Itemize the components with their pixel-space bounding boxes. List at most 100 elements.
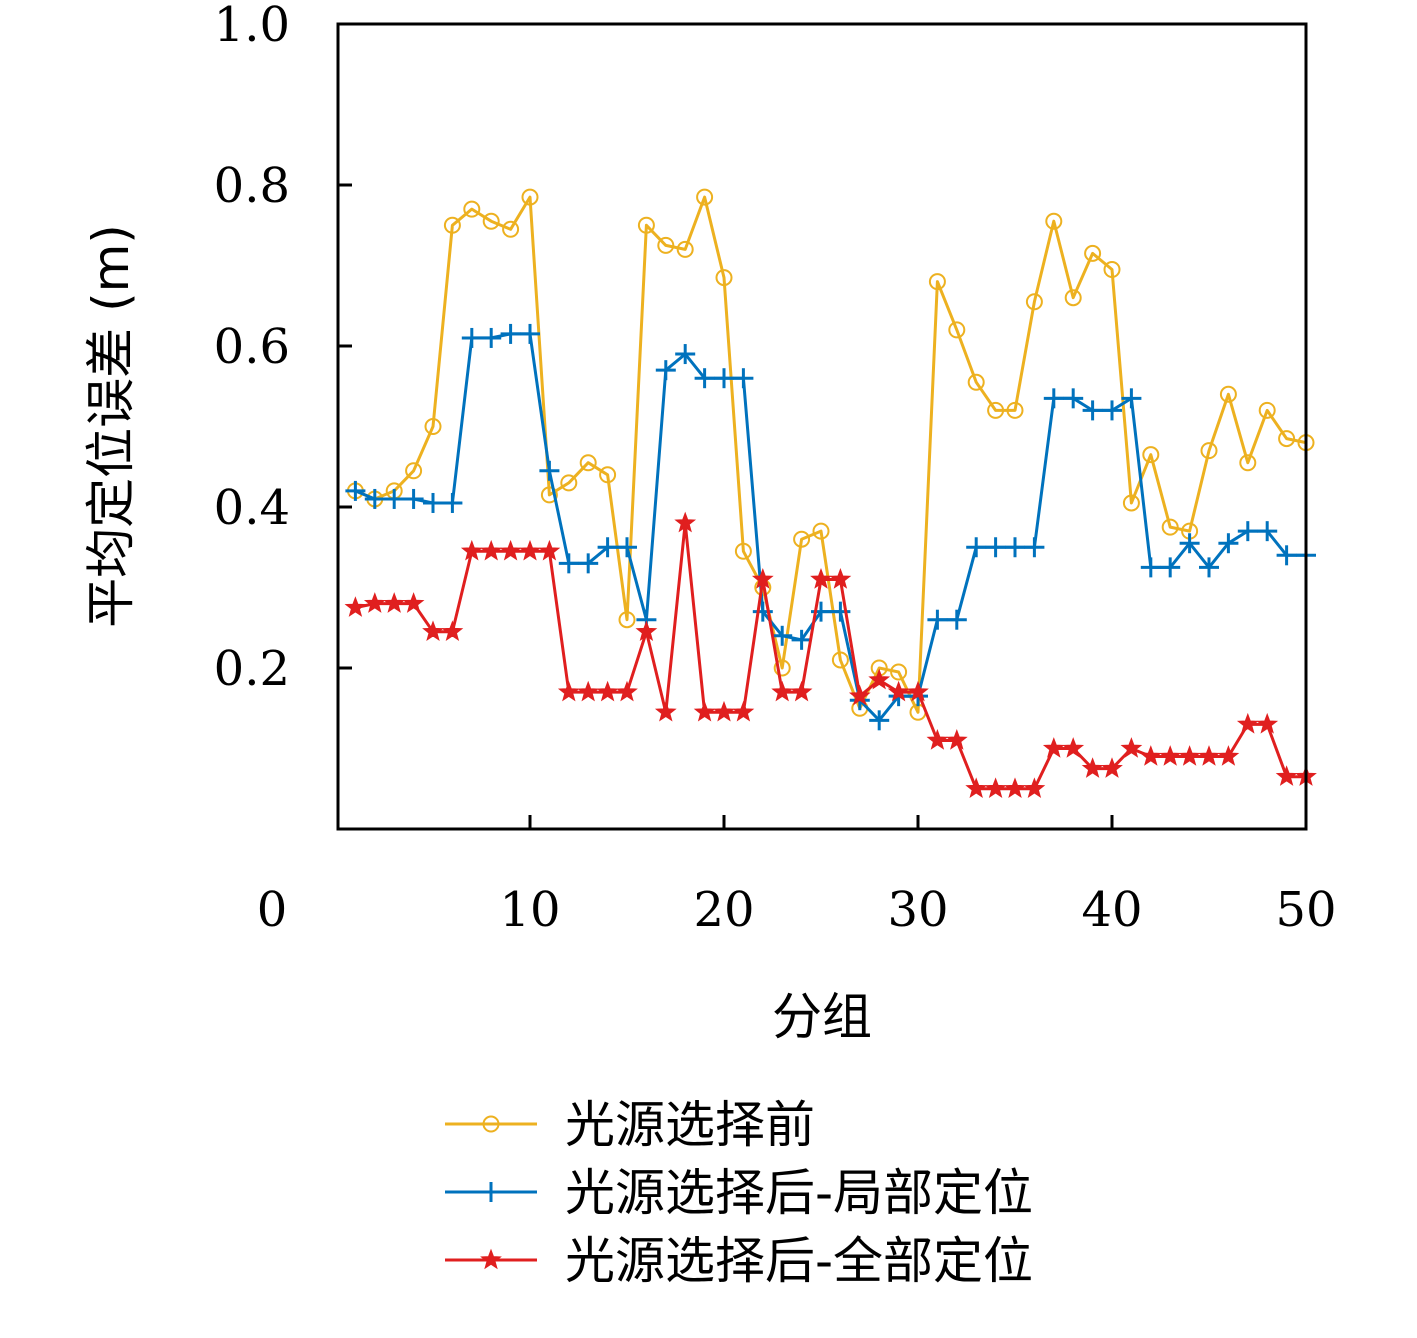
data-point <box>1199 557 1219 578</box>
x-tick-label: 10 <box>499 882 560 938</box>
data-point <box>1043 388 1064 409</box>
data-point <box>1006 401 1024 419</box>
data-point <box>1063 388 1084 409</box>
data-point <box>577 680 600 702</box>
data-point <box>771 680 794 702</box>
series-1 <box>346 188 1315 721</box>
data-point <box>540 486 558 504</box>
data-point <box>1178 745 1201 766</box>
data-point <box>461 327 482 348</box>
data-point <box>1122 494 1140 512</box>
data-point <box>1198 745 1220 766</box>
data-point <box>694 368 715 389</box>
data-point <box>965 777 988 798</box>
data-point <box>480 539 503 561</box>
legend-entry: 光源选择前 <box>445 1096 815 1154</box>
data-point <box>1081 757 1104 778</box>
data-point <box>907 680 929 702</box>
data-point <box>810 568 832 589</box>
data-point <box>1161 518 1179 536</box>
data-point <box>945 729 968 750</box>
data-point <box>966 537 987 558</box>
data-point <box>1062 737 1085 758</box>
data-point <box>558 553 579 574</box>
data-point <box>967 373 985 391</box>
data-point <box>618 611 636 629</box>
data-point <box>1258 401 1276 419</box>
data-point <box>887 680 910 702</box>
ticks-layer: 0 10 20 30 40 50 0.2 0.4 0.6 0.8 1.0 <box>214 0 1337 938</box>
series-line <box>355 521 1306 791</box>
data-point <box>793 530 811 548</box>
data-point <box>344 596 367 617</box>
data-point <box>927 609 948 630</box>
legend-label: 光源选择前 <box>565 1096 815 1154</box>
series-2 <box>345 323 1316 731</box>
data-point <box>734 542 752 560</box>
data-point <box>442 492 463 513</box>
data-point <box>500 323 521 344</box>
data-point <box>674 511 697 533</box>
data-point <box>578 553 599 574</box>
data-point <box>890 663 908 681</box>
data-point <box>1025 293 1043 311</box>
data-point <box>1179 533 1200 554</box>
data-point <box>423 492 443 513</box>
data-point <box>1278 430 1296 448</box>
data-point <box>848 684 871 706</box>
data-point <box>521 188 539 206</box>
data-point <box>1160 557 1181 578</box>
data-point <box>1005 537 1025 558</box>
data-point <box>1239 454 1257 472</box>
data-point <box>773 659 791 677</box>
x-tick-label: 0 <box>257 882 288 938</box>
data-point <box>599 466 617 484</box>
data-point <box>597 537 618 558</box>
data-point <box>499 539 522 561</box>
y-tick-label: 0.8 <box>214 158 290 214</box>
legend-label: 光源选择后-全部定位 <box>565 1232 1033 1290</box>
data-point <box>1024 537 1045 558</box>
y-tick-label: 0.6 <box>214 319 290 375</box>
legend-label: 光源选择后-局部定位 <box>565 1164 1033 1222</box>
x-axis-title: 分组 <box>772 988 872 1046</box>
data-point <box>928 273 946 291</box>
data-point <box>772 625 793 646</box>
series-3 <box>344 511 1317 798</box>
data-point <box>635 620 658 642</box>
data-point <box>1275 765 1298 786</box>
data-point <box>579 454 597 472</box>
data-point <box>655 360 676 381</box>
data-point <box>1236 712 1259 734</box>
data-point <box>693 700 716 722</box>
data-point <box>948 321 966 339</box>
data-point <box>868 668 891 690</box>
y-tick-label: 1.0 <box>214 0 290 53</box>
data-point <box>1064 289 1082 307</box>
x-tick-label: 50 <box>1275 882 1336 938</box>
data-point <box>1121 388 1142 409</box>
data-point <box>1042 737 1065 758</box>
data-point <box>1217 745 1240 766</box>
x-tick-label: 20 <box>693 882 754 938</box>
legend-entry: 光源选择后-局部定位 <box>445 1164 1033 1222</box>
data-point <box>715 269 733 287</box>
data-point <box>946 609 967 630</box>
data-point <box>557 680 580 702</box>
data-point <box>1218 533 1239 554</box>
data-point <box>539 460 560 481</box>
data-point <box>364 488 385 509</box>
data-point <box>463 200 481 218</box>
data-point <box>637 216 655 234</box>
data-point <box>1103 261 1121 279</box>
data-point <box>402 592 425 613</box>
data-point <box>790 680 813 702</box>
data-point <box>1004 777 1026 798</box>
data-point <box>441 620 464 642</box>
data-point <box>481 327 502 348</box>
data-point <box>403 488 424 509</box>
data-point <box>869 710 890 731</box>
data-point <box>732 700 755 722</box>
data-point <box>560 474 578 492</box>
